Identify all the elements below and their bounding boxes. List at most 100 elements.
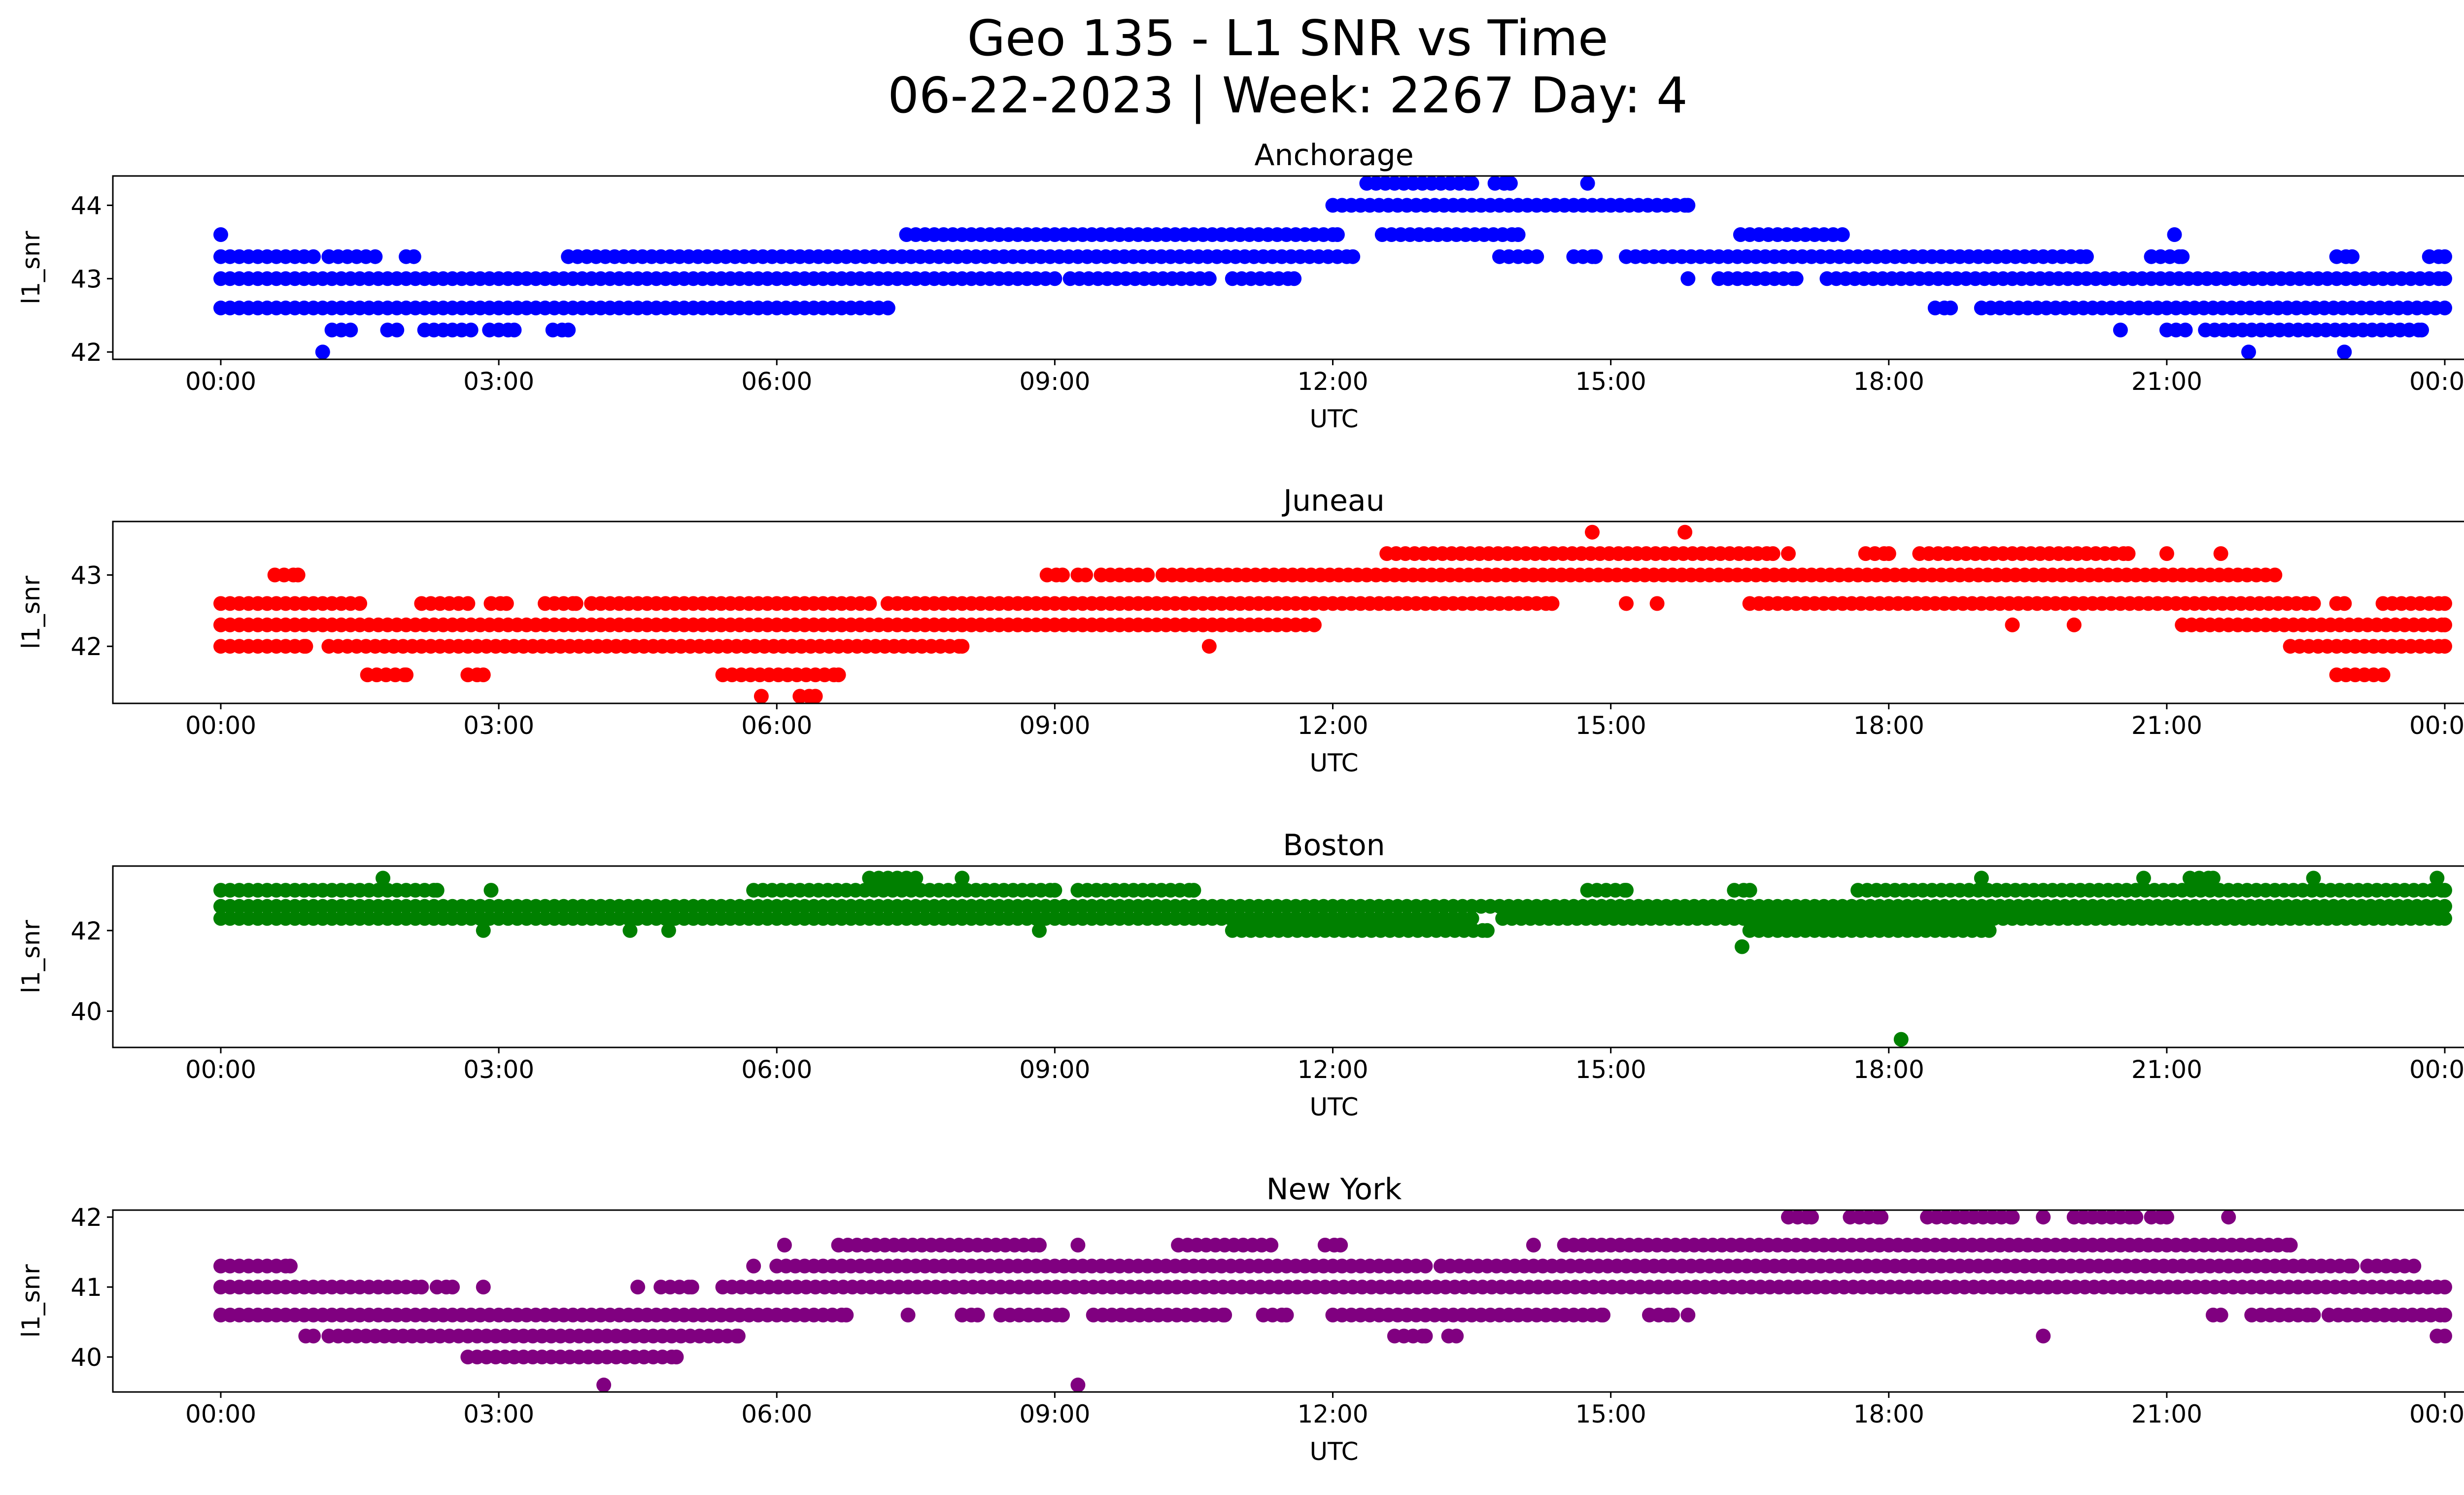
data-point: [1186, 883, 1201, 898]
x-tick-label: 15:00: [1575, 1400, 1646, 1428]
data-point: [1804, 1210, 1819, 1225]
data-point: [2430, 870, 2445, 886]
data-point: [955, 639, 970, 654]
data-point: [290, 567, 306, 583]
data-point: [1619, 883, 1634, 898]
x-tick-label: 09:00: [1019, 1055, 1090, 1084]
data-point: [1735, 939, 1749, 954]
data-point: [1835, 227, 1850, 242]
x-tick-label: 00:00: [2409, 367, 2464, 396]
data-point: [1765, 546, 1780, 561]
data-point: [2005, 617, 2020, 632]
data-point: [2337, 596, 2352, 611]
boston-axes-frame: [112, 865, 2464, 1048]
y-tick-label: 42: [70, 917, 102, 945]
data-point: [1680, 1307, 1696, 1322]
data-point: [499, 596, 514, 611]
boston-points: [213, 870, 2452, 1047]
data-point: [2437, 911, 2452, 926]
data-point: [970, 1307, 985, 1322]
figure-title: Geo 135 - L1 SNR vs Time 06-22-2023 | We…: [0, 10, 2464, 124]
data-point: [862, 596, 877, 611]
data-point: [1781, 546, 1796, 561]
juneau-title: Juneau: [1281, 484, 1384, 518]
x-tick-label: 15:00: [1575, 367, 1646, 396]
data-point: [2337, 345, 2352, 359]
data-point: [1510, 227, 1526, 242]
data-point: [1279, 1307, 1294, 1322]
data-point: [2213, 1307, 2228, 1322]
juneau-x-axis-label: UTC: [1309, 749, 1358, 777]
data-point: [2306, 1307, 2321, 1322]
figure-title-line2: 06-22-2023 | Week: 2267 Day: 4: [888, 67, 1688, 124]
data-point: [1529, 249, 1544, 264]
data-point: [2437, 596, 2452, 611]
data-point: [2406, 1258, 2422, 1274]
data-point: [2175, 249, 2190, 264]
data-point: [561, 322, 576, 338]
x-tick-label: 18:00: [1853, 711, 1924, 740]
data-point: [2437, 1280, 2452, 1295]
panel-juneau: 00:00 03:00 06:00 09:00 12:00 15:00 18:00 21:00…: [17, 484, 2464, 777]
data-point: [306, 249, 321, 264]
data-point: [2437, 271, 2452, 286]
data-point: [1333, 1238, 1348, 1252]
y-tick-label: 43: [70, 561, 102, 590]
new-york-y-axis-label: l1_snr: [17, 1264, 45, 1338]
data-point: [1526, 1238, 1541, 1252]
anchorage-x-axis-label: UTC: [1309, 405, 1358, 433]
data-point: [1742, 883, 1757, 898]
x-tick-label: 03:00: [463, 1400, 534, 1428]
data-point: [1070, 1238, 1086, 1252]
data-point: [746, 1258, 761, 1274]
x-tick-label: 12:00: [1297, 1055, 1368, 1084]
panel-new-york: 00:00 03:00 06:00 09:00 12:00 15:00 18:00 21:00…: [17, 1172, 2464, 1466]
y-tick-label: 42: [70, 1203, 102, 1232]
new-york-axes-frame: [112, 1209, 2464, 1393]
data-point: [900, 1307, 916, 1322]
data-point: [1677, 524, 1693, 540]
x-tick-label: 00:00: [185, 711, 256, 740]
data-point: [2375, 667, 2391, 683]
data-point: [2437, 1328, 2452, 1344]
data-point: [2113, 322, 2128, 338]
data-point: [730, 1328, 746, 1344]
data-point: [1418, 1258, 1433, 1274]
data-point: [1874, 1210, 1889, 1225]
x-tick-label: 21:00: [2131, 1055, 2202, 1084]
x-tick-label: 06:00: [741, 1055, 812, 1084]
x-tick-label: 12:00: [1297, 711, 1368, 740]
data-point: [908, 870, 924, 886]
panel-boston: 00:00 03:00 06:00 09:00 12:00 15:00 18:00 21:00…: [17, 828, 2464, 1121]
data-point: [476, 667, 491, 683]
data-point: [399, 667, 414, 683]
data-point: [1893, 1032, 1909, 1047]
data-point: [1070, 1377, 1086, 1392]
juneau-y-axis-label: l1_snr: [17, 576, 45, 649]
data-point: [1140, 567, 1155, 583]
data-point: [2437, 617, 2452, 632]
data-point: [2079, 249, 2094, 264]
data-point: [2167, 227, 2182, 242]
data-point: [389, 322, 405, 338]
data-point: [2241, 345, 2256, 359]
data-point: [1585, 524, 1600, 540]
data-point: [2005, 1210, 2020, 1225]
data-point: [1588, 249, 1603, 264]
data-point: [669, 1350, 684, 1364]
data-point: [406, 249, 421, 264]
x-tick-label: 00:00: [2409, 1055, 2464, 1084]
data-point: [1047, 271, 1062, 286]
data-point: [2267, 567, 2283, 583]
y-tick-label: 42: [70, 632, 102, 661]
data-point: [1449, 1328, 1464, 1344]
data-point: [2159, 1210, 2174, 1225]
y-tick-label: 40: [70, 997, 102, 1026]
data-point: [298, 639, 313, 654]
data-point: [2213, 546, 2228, 561]
data-point: [368, 249, 383, 264]
data-point: [476, 1280, 491, 1295]
x-tick-label: 18:00: [1853, 367, 1924, 396]
data-point: [1649, 596, 1665, 611]
data-point: [2437, 1307, 2452, 1322]
